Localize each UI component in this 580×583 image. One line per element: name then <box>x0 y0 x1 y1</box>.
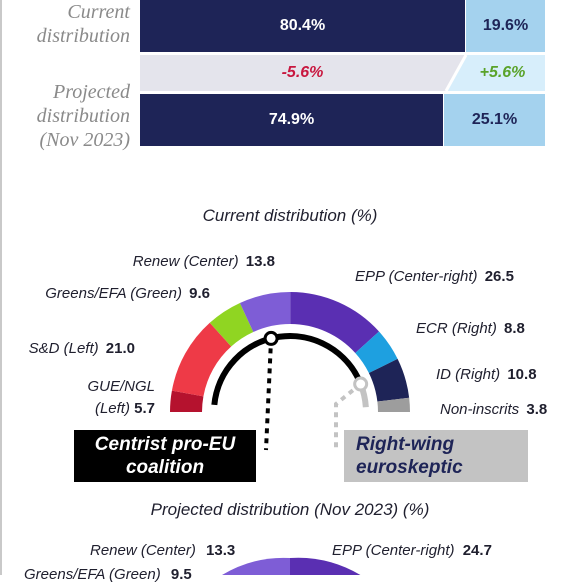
projected-epp-name: EPP (Center-right) <box>332 542 455 559</box>
projected-epp-label: EPP (Center-right) 24.7 <box>332 542 492 559</box>
arc-label-5: ECR (Right) 8.8 <box>416 320 525 337</box>
projected-renew-label: Renew (Center) 13.3 <box>90 542 235 559</box>
current-pro-bar: 80.4% <box>140 0 465 52</box>
current-row-label: Current distribution <box>0 0 130 48</box>
arc-label-1: S&D (Left) 21.0 <box>28 340 135 357</box>
euroskeptic-connector <box>334 382 362 452</box>
arc-slice-6 <box>368 358 410 402</box>
arc-slice-5 <box>355 331 398 374</box>
coalition-connector <box>264 338 274 451</box>
projected-renew-value: 13.3 <box>206 542 236 559</box>
current-label-line2: distribution <box>36 25 130 47</box>
projected-label-line1: Projected <box>52 81 130 103</box>
coalition-marker <box>263 330 279 346</box>
centrist-box: Centrist pro-EU coalition <box>74 430 256 482</box>
projected-skeptic-bar: 25.1% <box>444 94 545 146</box>
arc-slice-1 <box>171 322 232 397</box>
current-chart-title: Current distribution (%) <box>202 206 378 225</box>
euroskeptic-box: Right-wing euroskeptic <box>344 430 528 482</box>
delta-pro-value: -5.6% <box>281 64 324 81</box>
euroskeptic-box-line2: euroskeptic <box>356 457 463 478</box>
arc-label-2: Greens/EFA (Green) 9.6 <box>45 285 210 302</box>
delta-skeptic-shape <box>444 54 545 92</box>
arc-label-7: Non-inscrits 3.8 <box>440 401 548 418</box>
projected-epp-value: 24.7 <box>462 542 492 559</box>
arc-label-6: ID (Right) 10.8 <box>436 366 537 383</box>
arc-label-4: EPP (Center-right) 26.5 <box>355 268 514 285</box>
arc-slice-3 <box>239 292 291 333</box>
projected-renew-name: Renew (Center) <box>90 542 196 559</box>
projected-slice-epp <box>290 557 361 575</box>
projected-skeptic-value: 25.1% <box>471 111 518 128</box>
centrist-box-line1: Centrist pro-EU <box>94 434 236 455</box>
projected-chart-title: Projected distribution (Nov 2023) (%) <box>150 500 430 519</box>
current-pro-value: 80.4% <box>279 17 326 34</box>
left-rule <box>0 0 2 575</box>
projected-pro-value: 74.9% <box>268 111 315 128</box>
euroskeptic-box-line1: Right-wing <box>356 434 455 455</box>
projected-slice-renew <box>222 557 290 575</box>
coalition-arc <box>211 333 364 406</box>
projected-pro-bar: 74.9% <box>140 94 443 146</box>
current-skeptic-bar: 19.6% <box>466 0 545 52</box>
euroskeptic-marker <box>353 376 369 392</box>
current-skeptic-value: 19.6% <box>482 17 529 34</box>
projected-label-line3: (Nov 2023) <box>39 129 130 151</box>
centrist-box-line2: coalition <box>125 457 205 478</box>
arc-slice-4 <box>290 292 380 353</box>
arc-label-0: GUE/NGL (Left) 5.7 <box>87 378 155 417</box>
arc-slice-7 <box>377 397 410 412</box>
arc-label-3: Renew (Center) 13.8 <box>132 253 275 270</box>
delta-skeptic-value: +5.6% <box>479 64 526 81</box>
arc-slice-2 <box>209 302 254 347</box>
current-label-line1: Current <box>67 1 130 23</box>
projected-label-line2: distribution <box>36 105 130 127</box>
arc-slice-0 <box>170 390 204 412</box>
projected-row-label: Projected distribution (Nov 2023) <box>0 80 130 152</box>
